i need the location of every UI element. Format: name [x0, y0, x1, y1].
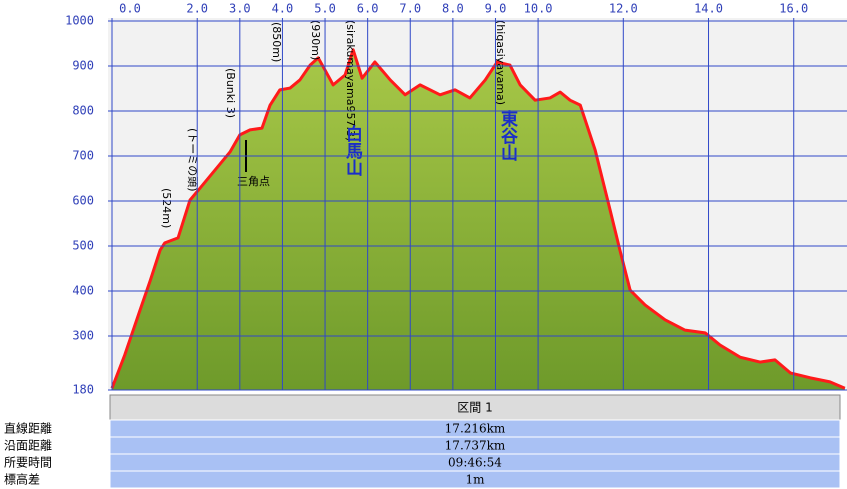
y-tick-label: 500 — [72, 239, 94, 253]
row-label: 標高差 — [4, 472, 40, 487]
y-tick-label: 700 — [72, 149, 94, 163]
profile-line — [110, 48, 846, 390]
row-value: 1m — [465, 473, 485, 487]
table-header — [109, 394, 841, 421]
x-tick-label: 2.0 — [186, 2, 208, 16]
x-tick-label: 3.0 — [229, 2, 251, 16]
x-tick-label: 5.0 — [314, 2, 336, 16]
row-value: 09:46:54 — [448, 456, 502, 470]
y-tick-label: 180 — [72, 383, 94, 397]
y-tick-label: 400 — [72, 284, 94, 298]
x-tick-label: 14.0 — [694, 2, 723, 16]
annotation: (higasiyayama) — [494, 20, 507, 105]
row-label: 所要時間 — [4, 456, 52, 470]
table-cell — [109, 470, 841, 489]
annotation: (524m) — [160, 188, 173, 228]
x-tick-label: 4.0 — [272, 2, 294, 16]
y-tick-label: 1000 — [65, 14, 94, 28]
x-tick-label: 16.0 — [779, 2, 808, 16]
peak-label: 白馬山 — [342, 124, 363, 177]
annotation: (トーミの頭) — [186, 128, 199, 192]
y-tick-label: 800 — [72, 104, 94, 118]
area — [112, 49, 845, 391]
x-tick-label: 6.0 — [357, 2, 379, 16]
peak-label: 東谷山 — [497, 109, 518, 162]
x-tick-label: 12.0 — [609, 2, 638, 16]
x-tick-label: 0.0 — [119, 2, 141, 16]
annotation: (sirakumayama957.3) — [344, 20, 357, 141]
table-header-text: 区間 1 — [457, 401, 492, 415]
x-tick-label: 7.0 — [399, 2, 421, 16]
y-tick-label: 600 — [72, 194, 94, 208]
annotation: 三角点 — [237, 175, 270, 188]
annotation: (850m) — [270, 22, 283, 62]
row-value: 17.216km — [445, 422, 506, 436]
x-tick-label: 8.0 — [442, 2, 464, 16]
y-tick-label: 900 — [72, 59, 94, 73]
x-tick-label: 10.0 — [524, 2, 553, 16]
row-label: 直線距離 — [4, 421, 52, 436]
annotation: (930m) — [309, 20, 322, 60]
row-value: 17.737km — [445, 439, 506, 453]
row-label: 沿面距離 — [4, 439, 52, 453]
x-tick-label: 9.0 — [485, 2, 507, 16]
y-tick-label: 300 — [72, 329, 94, 343]
annotation: (Bunki 3) — [224, 68, 237, 118]
